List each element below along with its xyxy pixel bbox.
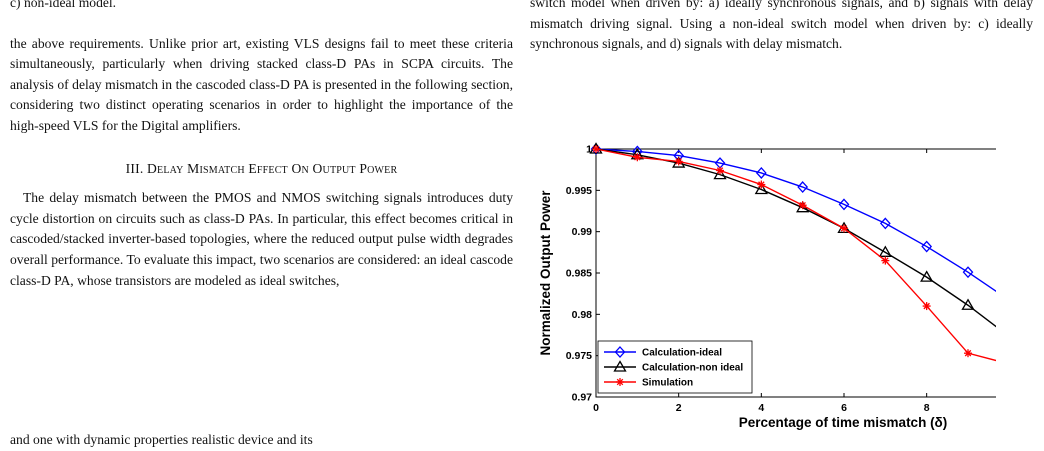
data-point-triangle xyxy=(754,182,768,195)
data-point-triangle xyxy=(713,167,727,180)
data-point-asterisk xyxy=(798,201,807,210)
data-point-triangle xyxy=(613,360,627,372)
y-tick-label: 0.99 xyxy=(572,226,593,238)
asterisk-stroke xyxy=(592,145,600,153)
data-point-asterisk xyxy=(716,166,724,175)
asterisk-stroke xyxy=(675,158,682,165)
x-tick-label: 4 xyxy=(758,402,764,414)
asterisk-stroke xyxy=(923,302,930,310)
caption-fragment-top: c) non-ideal model. xyxy=(10,0,117,10)
data-point-asterisk xyxy=(592,145,600,153)
x-tick-label: 6 xyxy=(841,402,847,414)
spacer xyxy=(10,14,513,34)
y-tick-label: 0.975 xyxy=(566,350,592,362)
asterisk-stroke xyxy=(758,181,765,188)
y-tick-label: 0.97 xyxy=(572,392,593,404)
asterisk-stroke xyxy=(716,167,724,174)
body-paragraph-2: The delay mismatch between the PMOS and … xyxy=(10,190,513,288)
y-tick-label: 0.985 xyxy=(566,268,592,280)
body-paragraph-1: the above requirements. Unlike prior art… xyxy=(10,35,513,133)
asterisk-stroke xyxy=(634,154,641,161)
data-point-diamond xyxy=(921,240,933,253)
section-heading-text: III. Delay Mismatch Effect On Output Pow… xyxy=(125,160,398,176)
data-point-diamond xyxy=(755,167,767,179)
data-point-asterisk xyxy=(633,153,642,162)
data-point-asterisk xyxy=(881,256,890,265)
data-point-diamond xyxy=(797,181,809,193)
x-axis-label: Percentage of time mismatch (δ) xyxy=(739,415,948,430)
data-point-asterisk xyxy=(964,349,972,358)
data-point-asterisk xyxy=(674,157,683,166)
y-tick-label: 0.995 xyxy=(566,185,592,197)
x-tick-label: 2 xyxy=(676,402,682,414)
asterisk-stroke xyxy=(840,225,848,232)
right-column: switch model when driven by: a) ideally … xyxy=(530,0,1033,55)
asterisk-stroke xyxy=(616,378,624,386)
data-point-triangle xyxy=(961,298,975,310)
normalized-power-chart: 02468100.970.9750.980.9850.990.9951Perce… xyxy=(538,142,996,430)
asterisk-stroke xyxy=(964,349,972,357)
legend-label: Calculation-ideal xyxy=(642,348,722,359)
y-tick-label: 1 xyxy=(586,144,592,156)
data-point-diamond xyxy=(879,217,891,230)
data-point-diamond xyxy=(838,198,850,211)
data-point-asterisk xyxy=(616,378,624,386)
series-line xyxy=(595,148,996,328)
data-point-asterisk xyxy=(757,180,766,189)
data-point-triangle xyxy=(920,270,934,282)
series-line xyxy=(595,148,996,362)
data-point-diamond xyxy=(962,266,974,279)
y-axis-label: Normalized Output Power xyxy=(538,190,553,356)
asterisk-stroke xyxy=(799,201,806,209)
data-point-diamond xyxy=(590,143,602,155)
x-tick-label: 8 xyxy=(924,402,930,414)
body-paragraph-2-cut: and one with dynamic properties realisti… xyxy=(10,430,513,451)
section-heading: III. Delay Mismatch Effect On Output Pow… xyxy=(10,159,513,180)
data-point-diamond xyxy=(614,346,626,358)
data-point-triangle xyxy=(878,245,892,257)
series-line xyxy=(595,148,996,293)
data-point-asterisk xyxy=(922,302,931,311)
x-tick-label: 0 xyxy=(593,402,599,414)
cut-line: and one with dynamic properties realisti… xyxy=(10,432,313,447)
figure-caption-fragment: switch model when driven by: a) ideally … xyxy=(530,0,1033,52)
data-point-asterisk xyxy=(840,224,848,233)
y-tick-label: 0.98 xyxy=(572,309,593,321)
legend-label: Simulation xyxy=(642,378,693,389)
left-column: c) non-ideal model. the above requiremen… xyxy=(10,0,513,291)
asterisk-stroke xyxy=(882,257,889,264)
legend-label: Calculation-non ideal xyxy=(642,363,743,374)
